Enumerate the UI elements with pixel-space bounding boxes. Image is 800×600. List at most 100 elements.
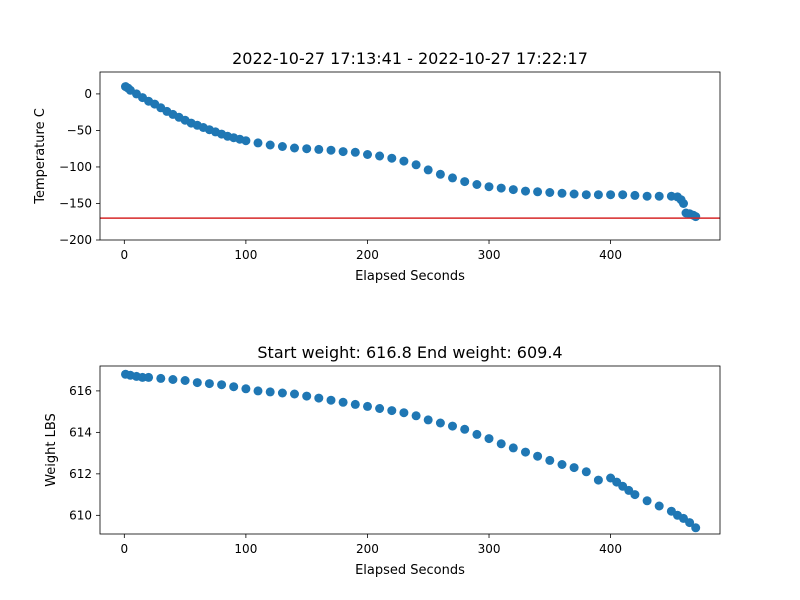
temperature-data-point xyxy=(533,187,543,197)
temperature-axes-frame xyxy=(99,71,721,241)
weight-data-point xyxy=(593,475,603,485)
weight-data-points xyxy=(121,369,701,533)
temperature-data-point xyxy=(326,145,336,155)
temperature-data-point xyxy=(545,188,555,197)
weight-y-tick-label: 614 xyxy=(69,425,92,439)
weight-data-point xyxy=(241,384,251,394)
weight-data-point xyxy=(435,418,445,428)
weight-data-point xyxy=(265,387,275,397)
temperature-data-point xyxy=(557,188,567,198)
temperature-y-tick-label: −100 xyxy=(59,160,92,174)
weight-data-point xyxy=(180,376,190,385)
temperature-data-point xyxy=(363,150,372,159)
weight-data-point xyxy=(557,460,567,469)
weight-data-point xyxy=(217,380,227,390)
temperature-data-point xyxy=(338,147,348,157)
weight-data-point xyxy=(229,382,239,392)
temperature-data-points xyxy=(121,82,701,222)
temperature-data-point xyxy=(679,199,688,208)
weight-axes-frame xyxy=(99,365,721,535)
temperature-data-point xyxy=(642,191,652,201)
temperature-data-point xyxy=(569,189,579,199)
weight-data-point xyxy=(350,399,360,409)
weight-data-point xyxy=(363,401,372,411)
temperature-data-point xyxy=(411,160,421,170)
weight-data-point xyxy=(144,372,154,382)
weight-y-axis-label: Weight LBS xyxy=(44,413,59,487)
temperature-data-point xyxy=(435,169,445,179)
temperature-data-point xyxy=(375,151,385,161)
temperature-y-tick-label: −150 xyxy=(59,196,92,210)
weight-x-tick-label: 200 xyxy=(356,542,379,556)
weight-data-point xyxy=(521,447,530,457)
weight-data-point xyxy=(569,463,579,473)
temperature-data-point xyxy=(302,144,312,154)
weight-data-point xyxy=(472,429,482,439)
temperature-data-point xyxy=(593,190,603,200)
temperature-data-point xyxy=(277,142,287,151)
temperature-data-point xyxy=(484,182,494,192)
temperature-y-tick-label: 0 xyxy=(84,87,92,101)
weight-data-point xyxy=(508,443,518,453)
temperature-x-tick-label: 0 xyxy=(120,248,128,262)
temperature-data-point xyxy=(241,136,251,146)
weight-y-tick-label: 616 xyxy=(69,384,92,398)
weight-data-point xyxy=(654,501,664,511)
temperature-data-point xyxy=(460,177,470,187)
weight-data-point xyxy=(192,378,202,388)
temperature-data-point xyxy=(618,190,628,200)
weight-data-point xyxy=(399,408,409,418)
weight-y-tick-label: 612 xyxy=(69,467,92,481)
temperature-x-tick-label: 200 xyxy=(356,248,379,262)
weight-data-point xyxy=(277,388,287,398)
temperature-data-point xyxy=(314,144,324,154)
temperature-chart: 2022-10-27 17:13:41 - 2022-10-27 17:22:1… xyxy=(33,49,721,284)
weight-data-point xyxy=(253,386,263,396)
temperature-data-point xyxy=(654,191,664,201)
weight-data-point xyxy=(387,406,397,416)
temperature-data-point xyxy=(265,140,275,150)
weight-x-tick-label: 0 xyxy=(120,542,128,556)
weight-data-point xyxy=(448,421,457,431)
weight-y-tick-label: 610 xyxy=(69,508,92,522)
weight-plot-area: 0 100 200 300 400 610 612 614 616 xyxy=(69,365,721,556)
weight-x-tick-label: 100 xyxy=(234,542,257,556)
weight-x-tick-label: 300 xyxy=(478,542,501,556)
weight-data-point xyxy=(642,496,652,506)
weight-data-point xyxy=(168,375,178,384)
temperature-x-axis-label: Elapsed Seconds xyxy=(355,269,465,284)
temperature-data-point xyxy=(253,138,263,148)
weight-data-point xyxy=(314,393,324,403)
temperature-y-tick-label: −50 xyxy=(67,123,92,137)
temperature-y-tick-label: −200 xyxy=(59,233,92,247)
weight-data-point xyxy=(630,490,640,500)
weight-data-point xyxy=(484,434,494,444)
temperature-chart-title: 2022-10-27 17:13:41 - 2022-10-27 17:22:1… xyxy=(232,49,588,68)
temperature-data-point xyxy=(423,165,433,175)
weight-data-point xyxy=(411,411,421,421)
weight-data-point xyxy=(581,467,591,477)
weight-x-tick-label: 400 xyxy=(599,542,622,556)
temperature-x-tick-label: 300 xyxy=(478,248,501,262)
temperature-y-axis-label: Temperature C xyxy=(33,108,48,205)
temperature-data-point xyxy=(350,147,360,157)
temperature-data-point xyxy=(472,180,482,189)
temperature-data-point xyxy=(630,190,640,200)
weight-data-point xyxy=(691,523,701,533)
weight-data-point xyxy=(302,391,312,401)
temperature-data-point xyxy=(448,173,457,183)
temperature-data-point xyxy=(496,183,506,193)
weight-chart-title: Start weight: 616.8 End weight: 609.4 xyxy=(257,343,562,362)
temperature-data-point xyxy=(521,186,530,196)
weight-data-point xyxy=(156,373,166,383)
temperature-x-tick-label: 100 xyxy=(234,248,257,262)
temperature-x-tick-label: 400 xyxy=(599,248,622,262)
temperature-data-point xyxy=(581,190,591,200)
temperature-data-point xyxy=(290,143,299,153)
temperature-data-point xyxy=(387,153,397,163)
weight-data-point xyxy=(338,397,348,407)
temperature-data-point xyxy=(691,212,701,222)
weight-data-point xyxy=(460,424,470,434)
temperature-plot-area: 0 100 200 300 400 0 −50 −100 −150 −200 xyxy=(59,71,721,262)
